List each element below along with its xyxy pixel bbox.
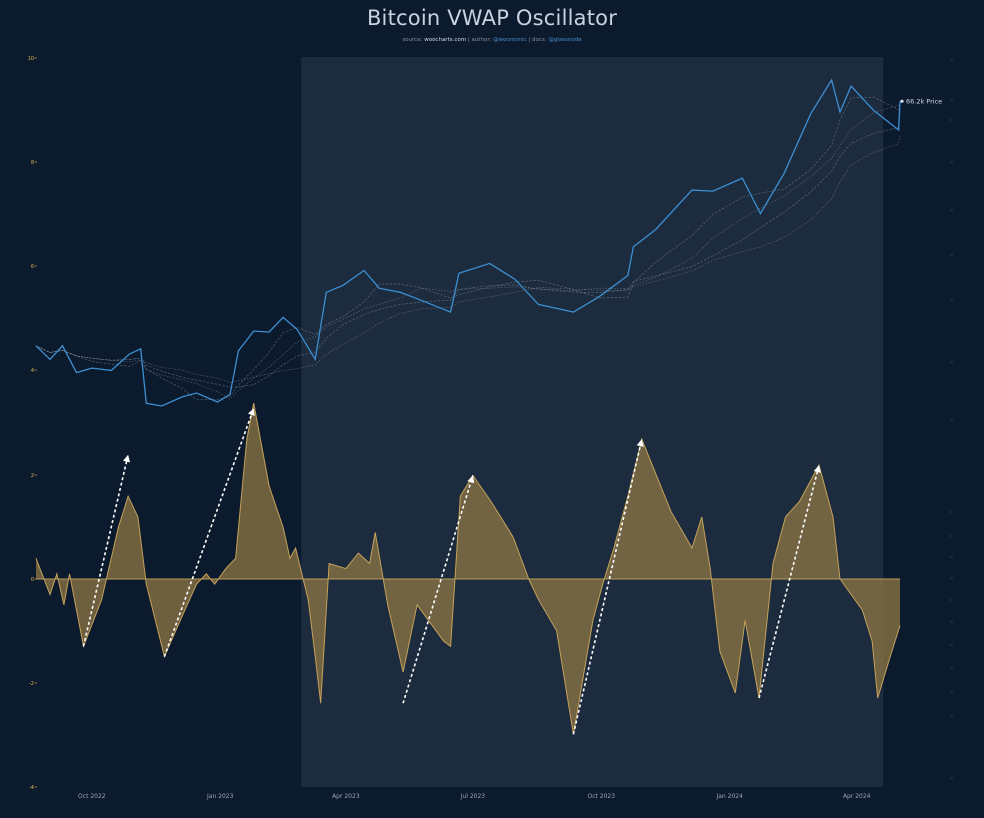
trend-arrows (82, 407, 821, 735)
right-axis (950, 59, 953, 779)
chart-title: Bitcoin VWAP Oscillator (366, 6, 618, 30)
price-line (35, 78, 901, 407)
price-marker (900, 99, 904, 103)
vwap-line (35, 113, 901, 388)
left-axis-tick-label: 0 (31, 577, 34, 583)
left-axis-tick-label: 4 (31, 368, 34, 374)
oscillator-area (36, 403, 900, 735)
source-label: source: (402, 37, 423, 43)
trend-arrow-line (758, 464, 820, 699)
left-axis-tick-label: 10 (28, 56, 34, 62)
trend-arrow-head (467, 475, 475, 484)
trend-arrow-head (636, 439, 644, 447)
chart-subtitle: source: woocharts.com | author: @woonomi… (402, 37, 582, 43)
left-axis-tick-label: 8 (31, 160, 34, 166)
price-label-group: 66.2k Price (900, 97, 942, 105)
x-axis-tick-label: Jul 2023 (460, 793, 486, 800)
highlight-band (301, 57, 884, 787)
vwap-line (35, 135, 901, 384)
left-axis-tick-label: 2 (31, 473, 34, 479)
docs-label: docs: (531, 37, 547, 43)
x-axis-tick-label: Apr 2024 (843, 793, 871, 800)
x-axis-tick-label: Jan 2024 (715, 793, 743, 800)
x-axis-tick-label: Oct 2022 (78, 793, 106, 800)
left-axis: 10 8 6 4 2 0 -2 -4 (28, 56, 37, 791)
oscillator-series (35, 403, 901, 735)
author-link[interactable]: @woonomic (493, 37, 527, 43)
left-axis-tick-label: -4 (29, 785, 34, 791)
trend-arrow-line (402, 475, 474, 704)
trend-arrow-head (123, 454, 131, 463)
trend-arrow-line (572, 439, 643, 735)
oscillator-line (35, 403, 901, 735)
left-axis-tick-label: -2 (29, 681, 34, 687)
x-axis-tick-label: Apr 2023 (332, 793, 360, 800)
price-label: 66.2k Price (906, 97, 942, 105)
x-axis: Oct 2022 Jan 2023 Apr 2023 Jul 2023 Oct 2023… (78, 793, 871, 800)
left-axis-tick-label: 6 (31, 264, 34, 270)
author-label: author: (471, 37, 492, 43)
docs-link[interactable]: @glassnode (548, 37, 582, 43)
price-series (35, 78, 901, 407)
trend-arrow-head (813, 465, 821, 473)
x-axis-tick-label: Oct 2023 (588, 793, 616, 800)
source-link[interactable]: woocharts.com (424, 37, 467, 43)
trend-arrow-head (247, 408, 255, 417)
x-axis-tick-label: Jan 2023 (206, 793, 234, 800)
vwap-line (35, 96, 901, 401)
